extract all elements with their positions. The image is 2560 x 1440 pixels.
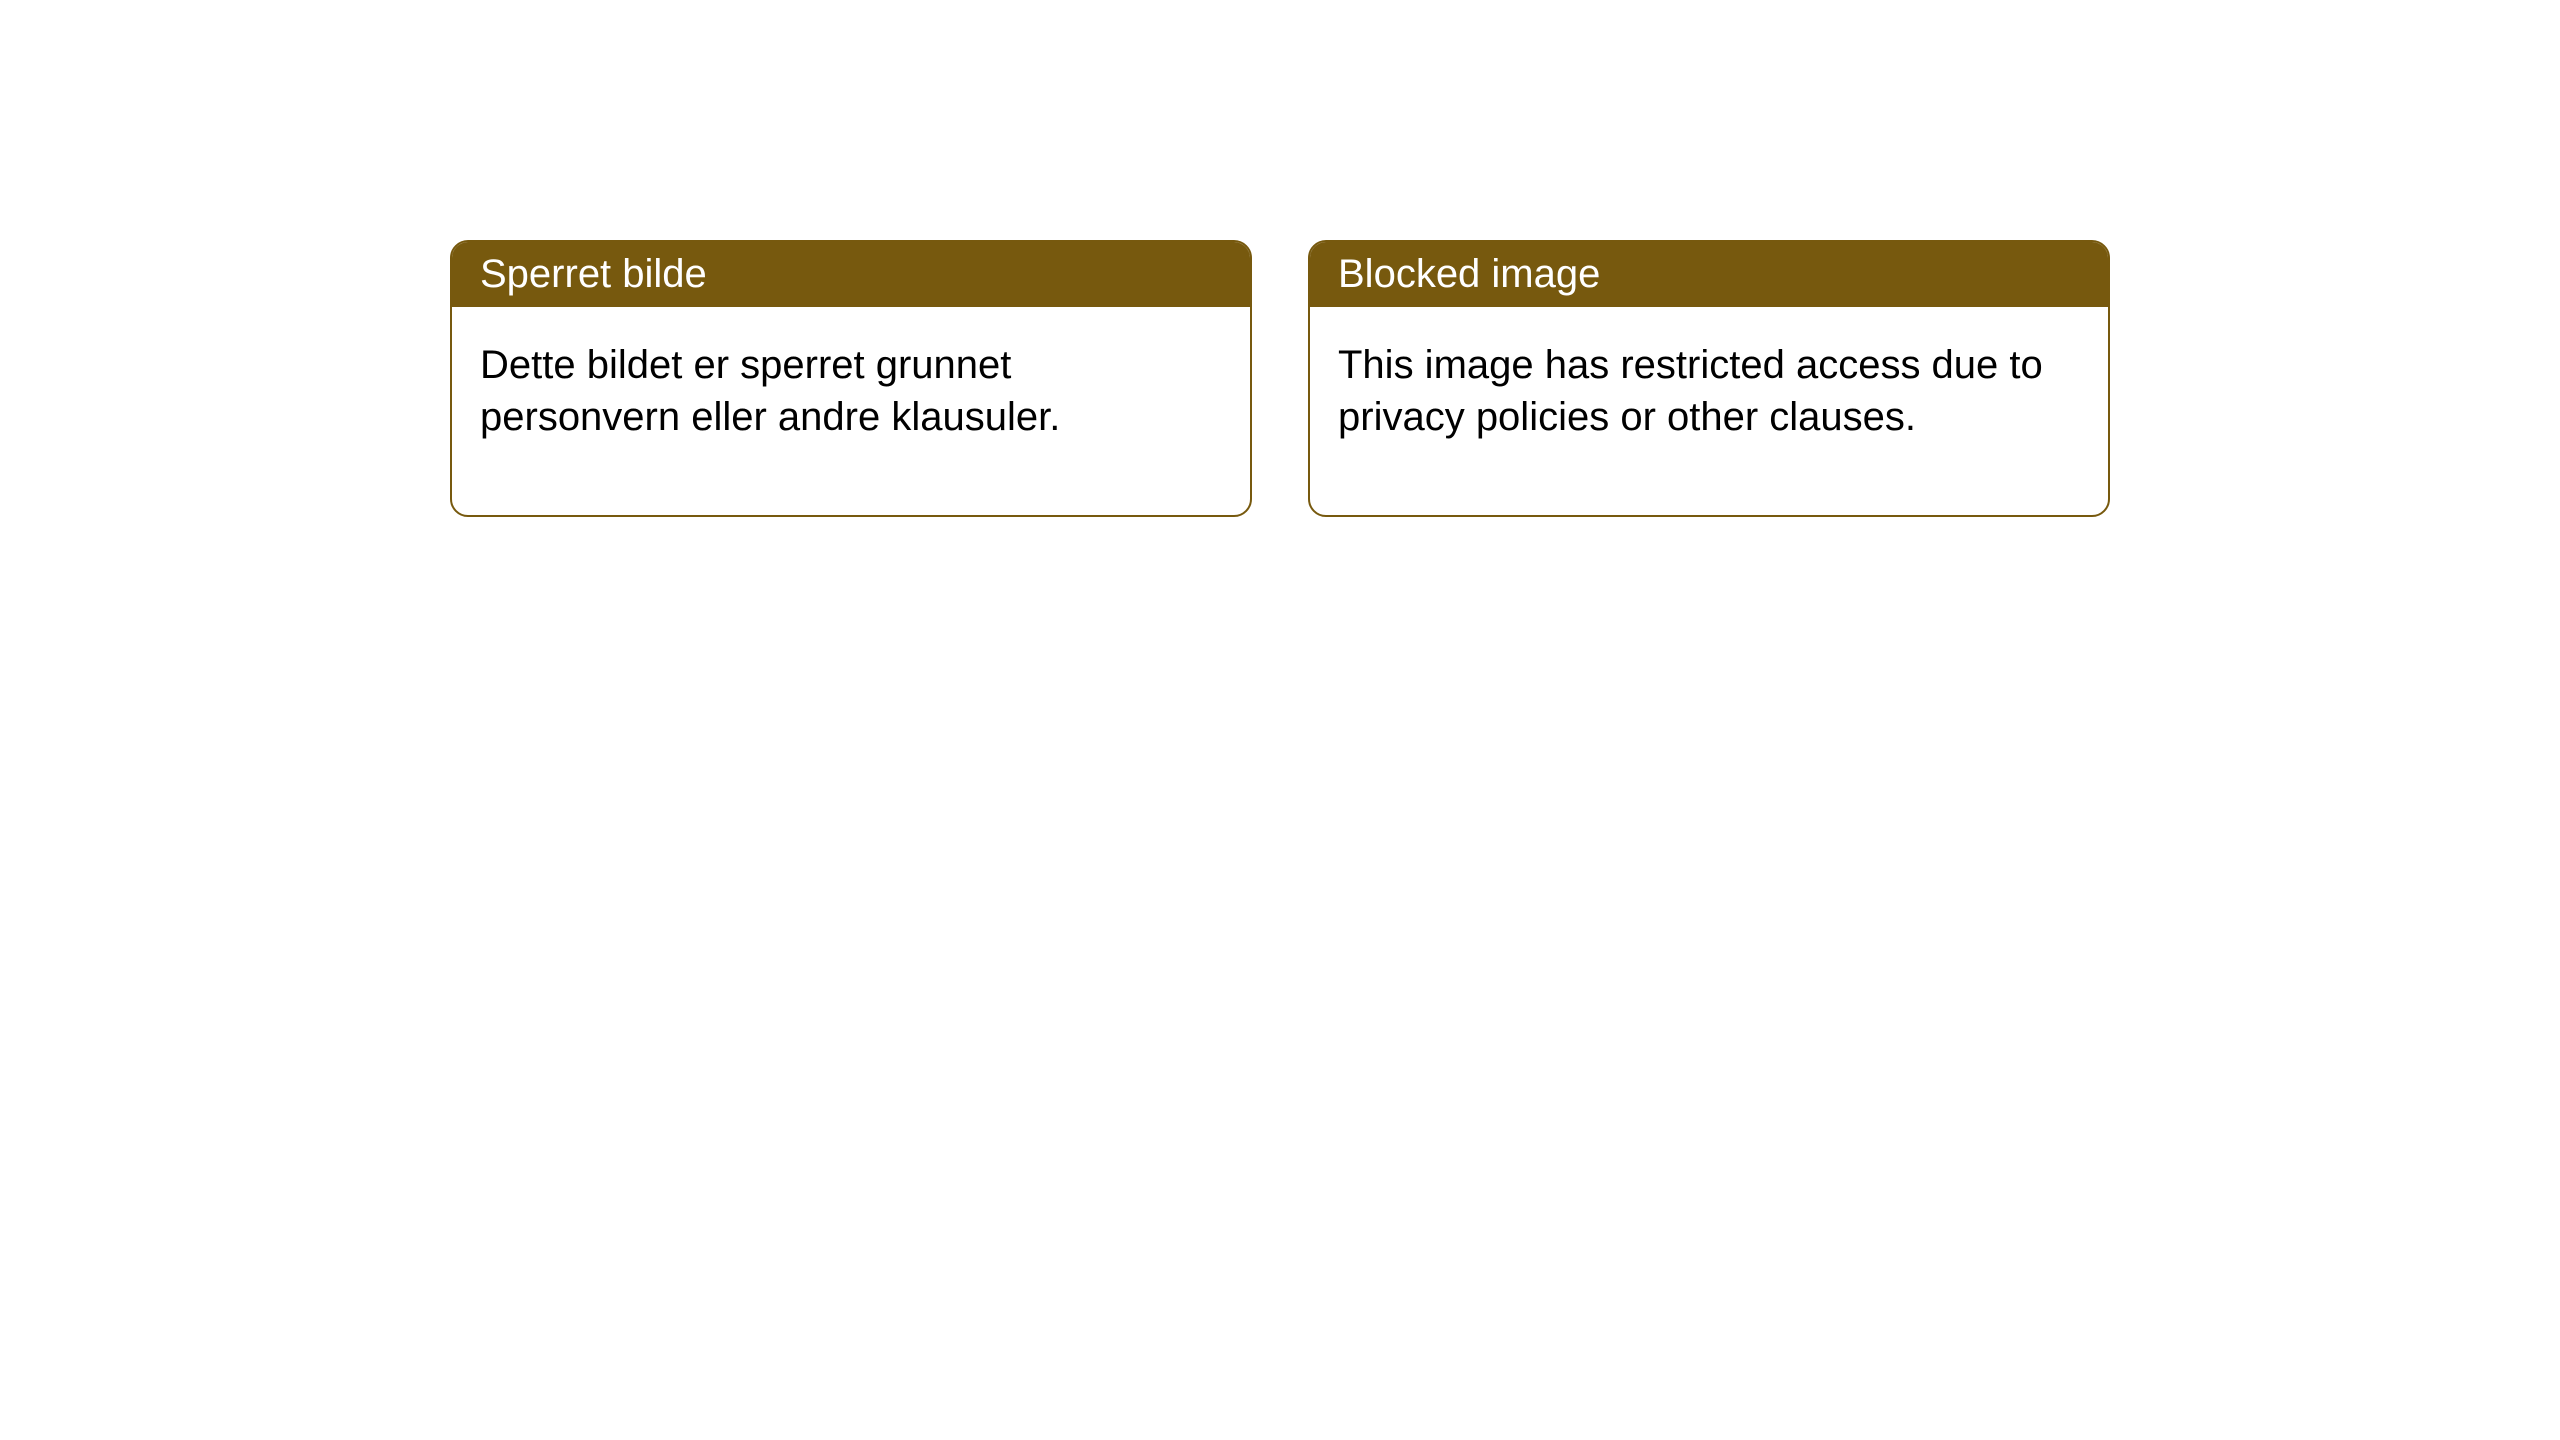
notice-body: Dette bildet er sperret grunnet personve… <box>452 307 1250 515</box>
notice-container: Sperret bilde Dette bildet er sperret gr… <box>450 240 2110 517</box>
notice-card-english: Blocked image This image has restricted … <box>1308 240 2110 517</box>
notice-header: Sperret bilde <box>452 242 1250 307</box>
notice-card-norwegian: Sperret bilde Dette bildet er sperret gr… <box>450 240 1252 517</box>
notice-body: This image has restricted access due to … <box>1310 307 2108 515</box>
notice-header: Blocked image <box>1310 242 2108 307</box>
